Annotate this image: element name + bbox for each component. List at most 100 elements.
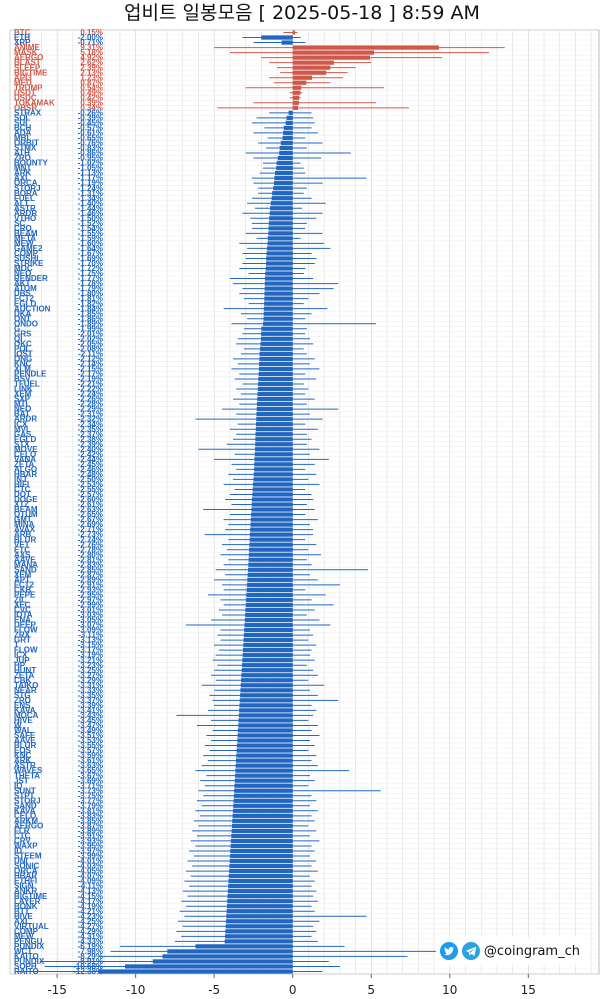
- bar: [243, 642, 293, 648]
- bar: [252, 492, 293, 497]
- row-name-label: LAYER: [14, 897, 41, 906]
- row-name-label: TRUMP: [14, 83, 43, 92]
- row-value-label: -0.71%: [78, 38, 103, 47]
- bar: [247, 582, 293, 587]
- bar: [285, 120, 293, 126]
- row-name-label: ZETA: [14, 460, 35, 469]
- row-name-label: NEO: [14, 405, 31, 414]
- row-value-label: -10.68%: [73, 962, 103, 971]
- row-value-label: -1.02%: [78, 159, 103, 168]
- row-value-label: -2.01%: [78, 329, 103, 338]
- row-value-label: -0.39%: [78, 113, 103, 122]
- bar: [266, 256, 293, 261]
- row-value-label: -4.17%: [78, 897, 103, 906]
- row-value-label: -1.80%: [78, 289, 103, 298]
- bar: [98, 969, 293, 974]
- bar: [257, 391, 293, 397]
- row-name-label: XTZ: [14, 500, 29, 509]
- row-value-label: -3.45%: [78, 716, 103, 725]
- row-name-label: SLEEP: [14, 63, 41, 72]
- row-name-label: ATOM: [14, 284, 37, 293]
- row-name-label: BTT: [14, 907, 30, 916]
- bar: [124, 964, 293, 969]
- bar: [246, 587, 293, 592]
- row-value-label: -3.49%: [78, 726, 103, 735]
- bar: [225, 934, 293, 939]
- row-value-label: -1.84%: [78, 304, 103, 313]
- row-value-label: 2.62%: [80, 58, 103, 67]
- row-name-label: BSV: [14, 375, 31, 384]
- row-name-label: PUNDIX: [14, 957, 45, 966]
- row-name-label: FLOW: [14, 646, 38, 655]
- row-value-label: -2.14%: [78, 360, 103, 369]
- row-value-label: -1.75%: [78, 269, 103, 278]
- bar: [251, 497, 293, 502]
- row-value-label: -2.85%: [78, 565, 103, 574]
- row-value-label: -2.63%: [78, 505, 103, 514]
- bar: [234, 788, 293, 793]
- row-value-label: -1.55%: [78, 229, 103, 238]
- row-name-label: STRIKE: [14, 259, 44, 268]
- row-value-label: -4.01%: [78, 857, 103, 866]
- row-value-label: -3.41%: [78, 706, 103, 715]
- row-name-label: SONIC: [14, 862, 40, 871]
- row-name-label: HIFI: [14, 480, 29, 489]
- bar: [244, 617, 293, 623]
- row-name-label: BLUR: [14, 535, 36, 544]
- row-value-label: 2.13%: [80, 68, 103, 77]
- row-value-label: -4.33%: [78, 937, 103, 946]
- row-value-label: -3.61%: [78, 756, 103, 765]
- row-name-label: XEM: [14, 570, 32, 579]
- x-tick-label: 5: [367, 983, 375, 997]
- bar: [244, 622, 293, 628]
- row-name-label: ADA: [14, 129, 32, 138]
- watermark: @coingram_ch: [435, 937, 588, 965]
- row-value-label: -2.89%: [78, 575, 103, 584]
- bar: [251, 507, 293, 512]
- row-value-label: -3.65%: [78, 766, 103, 775]
- row-name-label: ICX: [14, 651, 28, 660]
- bar: [254, 452, 293, 457]
- row-value-label: -1.85%: [78, 309, 103, 318]
- row-name-label: CTC: [14, 832, 31, 841]
- row-value-label: -2.81%: [78, 555, 103, 564]
- bar: [245, 612, 293, 618]
- row-name-label: SAND: [14, 565, 37, 574]
- row-value-label: -1.99%: [78, 324, 103, 333]
- bar: [292, 60, 334, 65]
- row-value-label: -2.37%: [78, 430, 103, 439]
- row-value-label: -3.51%: [78, 731, 103, 740]
- bar: [247, 567, 293, 572]
- bar: [281, 40, 293, 45]
- row-name-label: CELO: [14, 450, 36, 459]
- row-value-label: -3.05%: [78, 616, 103, 625]
- bar: [254, 462, 293, 467]
- bar: [195, 944, 293, 949]
- chart-title: 업비트 일봉모음 [ 2025-05-18 ] 8:59 AM: [124, 2, 480, 24]
- row-name-label: OBSR: [14, 103, 37, 112]
- row-value-label: -3.59%: [78, 751, 103, 760]
- bar: [228, 884, 293, 889]
- bar: [261, 326, 293, 331]
- bar: [292, 100, 299, 105]
- row-value-label: -4.25%: [78, 917, 103, 926]
- row-name-label: HIVE: [14, 716, 33, 725]
- row-value-label: -2.17%: [78, 370, 103, 379]
- row-name-label: FCT2: [14, 580, 35, 589]
- row-name-label: META: [14, 234, 36, 243]
- bar: [240, 683, 293, 688]
- row-name-label: BAT: [14, 410, 30, 419]
- bar: [292, 105, 299, 110]
- row-value-label: -3.93%: [78, 837, 103, 846]
- row-name-label: STEEM: [14, 852, 42, 861]
- row-name-label: RAITO: [14, 967, 39, 976]
- row-name-label: INJ: [14, 475, 26, 484]
- row-value-label: -2.65%: [78, 510, 103, 519]
- bar: [277, 155, 293, 161]
- bar: [227, 889, 293, 894]
- bar: [267, 241, 293, 246]
- bar: [264, 291, 293, 296]
- bar: [279, 150, 293, 156]
- row-name-label: BOUNTY: [14, 159, 48, 168]
- row-name-label: GMT: [14, 515, 32, 524]
